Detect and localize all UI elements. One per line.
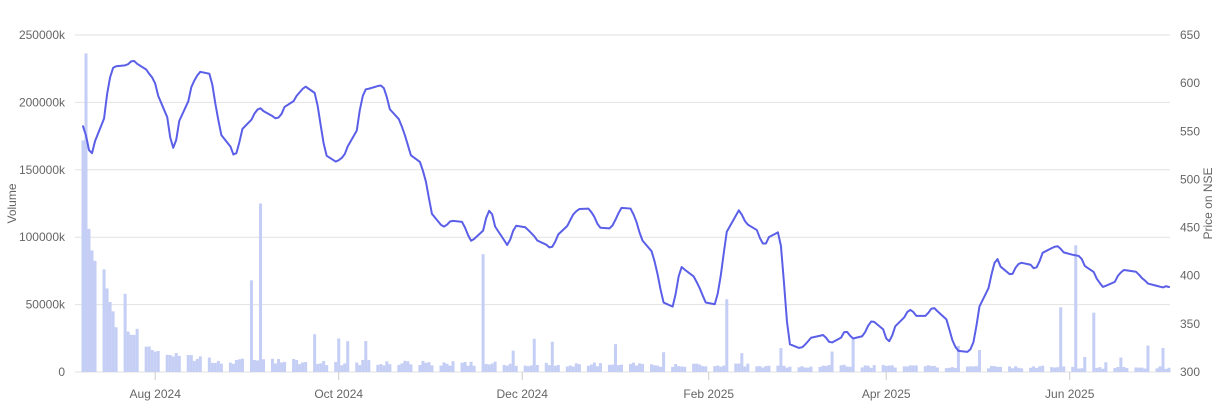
svg-text:600: 600 — [1180, 76, 1200, 90]
svg-text:450: 450 — [1180, 221, 1200, 235]
svg-text:Feb 2025: Feb 2025 — [683, 387, 734, 401]
svg-text:100000k: 100000k — [19, 230, 66, 244]
svg-text:Aug 2024: Aug 2024 — [130, 387, 182, 401]
svg-text:Price on NSE: Price on NSE — [1201, 167, 1215, 239]
svg-text:Apr 2025: Apr 2025 — [862, 387, 911, 401]
svg-text:50000k: 50000k — [26, 298, 66, 312]
svg-text:150000k: 150000k — [19, 163, 66, 177]
svg-text:400: 400 — [1180, 269, 1200, 283]
svg-text:300: 300 — [1180, 365, 1200, 379]
svg-text:Dec 2024: Dec 2024 — [497, 387, 549, 401]
svg-text:500: 500 — [1180, 172, 1200, 186]
svg-text:350: 350 — [1180, 317, 1200, 331]
svg-text:Oct 2024: Oct 2024 — [314, 387, 363, 401]
svg-text:Jun 2025: Jun 2025 — [1045, 387, 1095, 401]
svg-text:650: 650 — [1180, 28, 1200, 42]
svg-text:Volume: Volume — [5, 183, 19, 223]
svg-text:0: 0 — [58, 365, 65, 379]
svg-text:550: 550 — [1180, 124, 1200, 138]
svg-text:250000k: 250000k — [19, 28, 66, 42]
svg-text:200000k: 200000k — [19, 95, 66, 109]
